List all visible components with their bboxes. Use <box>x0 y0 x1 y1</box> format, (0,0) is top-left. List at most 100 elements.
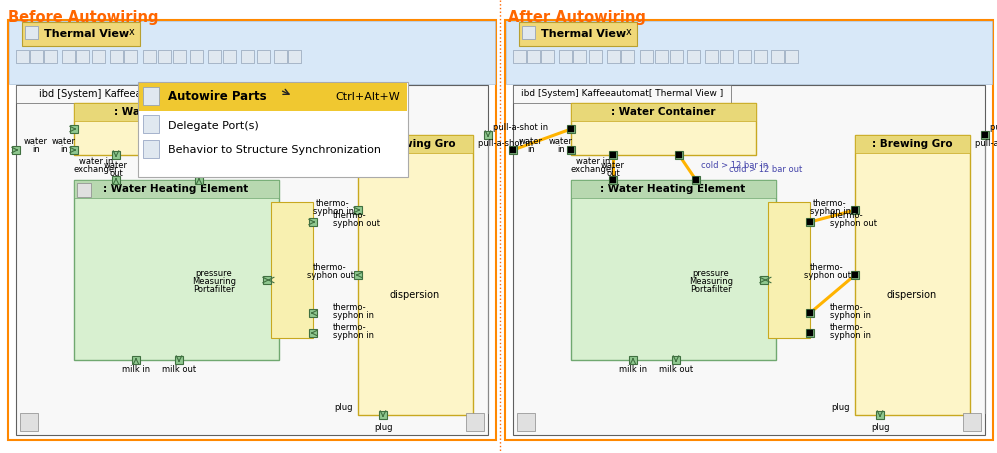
Bar <box>705 50 718 63</box>
Text: syphon out: syphon out <box>333 220 380 228</box>
Text: cold > 12 bar in: cold > 12 bar in <box>701 160 769 169</box>
Bar <box>271 202 313 338</box>
Text: in: in <box>557 145 565 154</box>
Text: Portafilter: Portafilter <box>690 284 732 294</box>
Bar <box>522 26 535 39</box>
Text: ibd [System] Kaffeeau: ibd [System] Kaffeeau <box>39 89 148 99</box>
Bar <box>70 146 78 154</box>
Text: pull-a-shot in: pull-a-shot in <box>990 122 997 131</box>
Bar <box>77 183 91 197</box>
Bar <box>74 180 279 198</box>
Bar <box>670 50 683 63</box>
Bar <box>379 411 387 419</box>
Text: pull-a-shot in: pull-a-shot in <box>493 122 548 131</box>
Bar <box>143 87 159 105</box>
Bar <box>771 50 784 63</box>
Text: thermo-: thermo- <box>333 303 367 312</box>
Bar <box>223 50 236 63</box>
Bar <box>693 177 699 183</box>
Bar <box>768 202 810 338</box>
Bar <box>806 218 814 226</box>
Text: : Water Container: : Water Container <box>611 107 715 117</box>
Bar <box>754 50 767 63</box>
Bar <box>9 21 495 84</box>
Bar <box>571 103 756 121</box>
Bar <box>982 132 988 138</box>
Bar <box>785 50 798 63</box>
Text: plug: plug <box>374 423 392 432</box>
Text: syphon out: syphon out <box>830 220 877 228</box>
Bar <box>527 50 540 63</box>
Text: milk out: milk out <box>162 366 196 375</box>
Bar <box>112 176 120 184</box>
Text: Behavior to Structure Synchronization: Behavior to Structure Synchronization <box>168 145 381 155</box>
Bar <box>655 50 668 63</box>
Bar <box>143 50 156 63</box>
Text: Portafilter: Portafilter <box>193 284 235 294</box>
Bar <box>74 103 259 155</box>
Bar <box>675 151 683 159</box>
Bar <box>610 177 616 183</box>
Bar <box>178 151 186 159</box>
Bar <box>506 21 992 84</box>
Bar <box>672 356 680 364</box>
Bar <box>139 83 407 111</box>
Text: Thermal View: Thermal View <box>45 29 130 39</box>
Text: water in: water in <box>79 158 114 167</box>
Bar <box>358 135 473 415</box>
Bar <box>466 413 484 431</box>
Bar <box>76 50 89 63</box>
Bar <box>509 146 517 154</box>
Bar <box>30 50 43 63</box>
Bar <box>573 50 586 63</box>
Text: plug: plug <box>335 403 353 411</box>
Text: Autowire Parts: Autowire Parts <box>168 91 266 103</box>
Text: thermo-: thermo- <box>333 323 367 332</box>
Text: syphon in: syphon in <box>830 331 871 339</box>
Bar <box>74 180 279 360</box>
Text: Delegate Port(s): Delegate Port(s) <box>168 121 259 131</box>
Bar <box>484 131 492 139</box>
Bar <box>22 22 140 46</box>
Text: water: water <box>104 160 128 169</box>
Bar <box>571 103 756 155</box>
Text: Measuring: Measuring <box>192 276 236 285</box>
Bar <box>687 50 700 63</box>
Bar <box>851 271 859 279</box>
Bar <box>16 50 29 63</box>
Bar <box>124 50 137 63</box>
Bar <box>208 50 221 63</box>
Bar <box>190 50 203 63</box>
Text: water: water <box>601 160 625 169</box>
Bar <box>354 271 362 279</box>
Text: dispersion: dispersion <box>887 290 937 300</box>
Bar <box>25 26 38 39</box>
Text: water: water <box>52 138 76 146</box>
Text: x: x <box>626 27 632 37</box>
Bar <box>16 85 171 103</box>
Bar <box>876 411 884 419</box>
Text: After Autowiring: After Autowiring <box>508 10 646 25</box>
Bar <box>110 50 123 63</box>
Bar <box>309 309 317 317</box>
Bar <box>807 310 813 316</box>
Bar <box>12 146 20 154</box>
Bar <box>851 206 859 214</box>
Text: milk out: milk out <box>659 366 693 375</box>
Text: syphon in: syphon in <box>312 207 354 216</box>
Text: Thermal View: Thermal View <box>541 29 626 39</box>
Text: Ctrl+Alt+W: Ctrl+Alt+W <box>335 92 400 102</box>
Bar <box>513 85 985 435</box>
Bar <box>807 219 813 225</box>
Bar <box>567 125 575 133</box>
Bar <box>513 85 731 103</box>
Bar <box>195 176 203 184</box>
Text: cold > 12 bar in: cold > 12 bar in <box>204 160 271 169</box>
Text: milk in: milk in <box>619 366 647 375</box>
Bar <box>517 413 535 431</box>
Text: cold > 12 bar out: cold > 12 bar out <box>729 165 803 174</box>
Bar <box>738 50 751 63</box>
Text: pressure: pressure <box>693 269 730 278</box>
Text: exchanger: exchanger <box>74 165 119 174</box>
Bar <box>309 218 317 226</box>
